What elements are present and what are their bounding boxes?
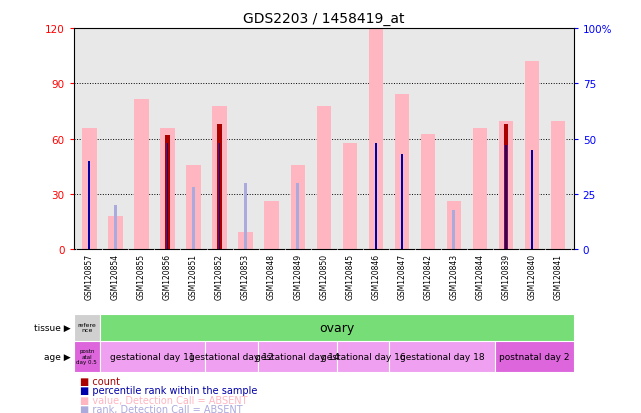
Bar [504,125,508,250]
Bar [187,166,201,250]
Text: ■ rank, Detection Call = ABSENT: ■ rank, Detection Call = ABSENT [80,404,243,413]
Text: GSM120841: GSM120841 [554,253,563,299]
Text: ■ count: ■ count [80,376,120,386]
Bar [165,136,170,250]
Text: GSM120840: GSM120840 [528,253,537,299]
Bar [395,95,409,250]
Bar [258,341,337,372]
Text: GSM120846: GSM120846 [371,253,380,299]
Bar [337,341,390,372]
Text: refere
nce: refere nce [78,322,96,333]
Bar [401,155,403,250]
Bar [375,144,377,250]
Text: ■ percentile rank within the sample: ■ percentile rank within the sample [80,385,258,395]
Text: GSM120855: GSM120855 [137,253,146,299]
Text: gestational day 12: gestational day 12 [189,352,274,361]
Bar [238,232,253,250]
Text: gestational day 16: gestational day 16 [321,352,406,361]
Text: GSM120843: GSM120843 [449,253,458,299]
Bar [88,161,90,250]
Text: GSM120850: GSM120850 [319,253,328,299]
Text: postn
atal
day 0.5: postn atal day 0.5 [76,348,97,365]
Bar [219,144,221,250]
Bar [167,144,169,250]
Bar [525,62,539,250]
Bar [74,314,100,341]
Bar [217,125,222,250]
Text: GSM120848: GSM120848 [267,253,276,299]
Text: GSM120851: GSM120851 [189,253,198,299]
Bar [531,150,533,250]
Text: postnatal day 2: postnatal day 2 [499,352,569,361]
Text: GSM120839: GSM120839 [501,253,510,299]
Text: GSM120853: GSM120853 [241,253,250,299]
Bar [100,341,205,372]
Text: ovary: ovary [319,321,354,334]
Bar [212,106,227,250]
Bar [390,341,495,372]
Text: GSM120845: GSM120845 [345,253,354,299]
Text: GSM120849: GSM120849 [293,253,302,299]
Text: GSM120842: GSM120842 [423,253,433,299]
Text: GSM120847: GSM120847 [397,253,406,299]
Bar [205,341,258,372]
Bar [74,341,100,372]
Bar [296,183,299,250]
Text: GSM120856: GSM120856 [163,253,172,299]
Bar [473,128,487,250]
Bar [505,146,507,250]
Text: age ▶: age ▶ [44,352,71,361]
Bar [192,188,195,250]
Text: tissue ▶: tissue ▶ [34,323,71,332]
Bar [551,122,565,250]
Bar [244,183,247,250]
Text: GSM120854: GSM120854 [111,253,120,299]
Bar [265,201,279,250]
Text: GSM120844: GSM120844 [476,253,485,299]
Bar [160,128,174,250]
Bar [114,206,117,250]
Bar [82,128,97,250]
Bar [499,122,513,250]
Text: gestational day 11: gestational day 11 [110,352,195,361]
Bar [134,100,149,250]
Bar [342,144,357,250]
Bar [108,217,122,250]
Bar [317,106,331,250]
Bar [369,11,383,250]
Text: GDS2203 / 1458419_at: GDS2203 / 1458419_at [243,12,404,26]
Text: gestational day 14: gestational day 14 [255,352,340,361]
Text: GSM120852: GSM120852 [215,253,224,299]
Bar [290,166,305,250]
Bar [495,341,574,372]
Bar [453,210,456,250]
Bar [447,201,461,250]
Text: ■ value, Detection Call = ABSENT: ■ value, Detection Call = ABSENT [80,395,247,405]
Text: GSM120857: GSM120857 [85,253,94,299]
Bar [420,135,435,250]
Text: gestational day 18: gestational day 18 [400,352,485,361]
